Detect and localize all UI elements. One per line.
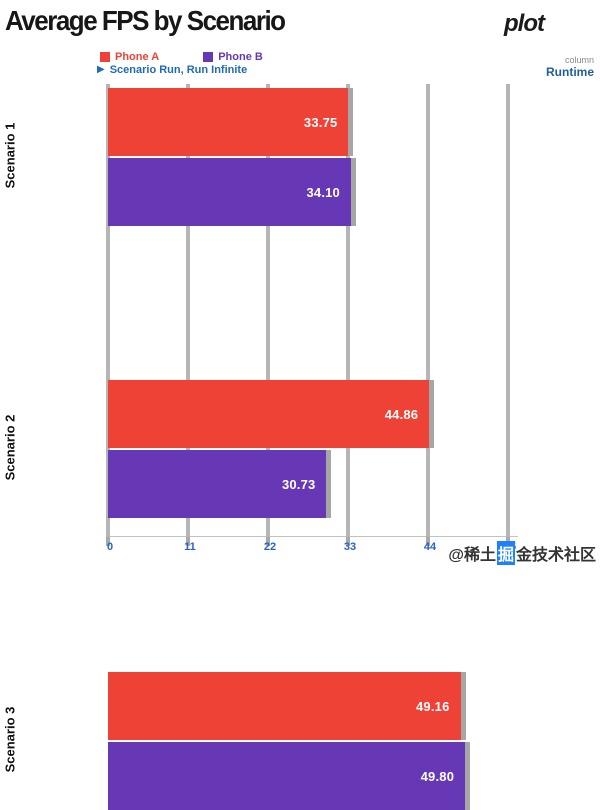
gridline-x-22 <box>266 84 270 537</box>
gridline-x-0 <box>106 84 110 537</box>
meta-value: Runtime <box>546 65 594 79</box>
corner-label: plot <box>504 10 545 37</box>
legend-swatch-purple <box>203 52 214 62</box>
legend-swatch-red <box>100 52 110 62</box>
x-tick-label-0: 0 <box>106 541 114 553</box>
legend-label-series-2: Phone B <box>218 51 263 63</box>
legend-subtitle: ▶ Scenario Run, Run Infinite <box>97 64 247 76</box>
watermark-highlight: 掘 <box>496 541 515 565</box>
x-tick-44 <box>426 537 430 546</box>
bar-value-label: 34.10 <box>306 184 340 200</box>
bar-value-label: 30.73 <box>281 476 316 492</box>
x-tick-11 <box>186 537 190 546</box>
x-tick-0 <box>106 537 110 546</box>
meta-caption: column <box>564 55 594 65</box>
x-axis-line <box>106 536 518 537</box>
category-label-2: Scenario 2 <box>2 414 18 481</box>
bar-phone-b-1[interactable]: 34.10 <box>108 158 356 226</box>
gridline-x-44 <box>426 84 430 537</box>
bar-value-label: 44.86 <box>384 406 419 422</box>
bar-phone-b-2[interactable]: 30.73 <box>108 450 332 518</box>
play-triangle-icon: ▶ <box>97 64 105 75</box>
bar-value-label: 49.80 <box>420 768 455 784</box>
legend: Phone A Phone B <box>100 51 301 63</box>
gridline-x-33 <box>346 84 350 537</box>
chart-title: Average FPS by Scenario <box>5 3 286 37</box>
gridline-x-55 <box>506 84 510 537</box>
x-tick-33 <box>346 537 350 546</box>
legend-item-series-2[interactable]: Phone B <box>203 51 263 63</box>
gridline-x-11 <box>186 84 190 537</box>
bar-phone-a-1[interactable]: 33.75 <box>108 88 354 156</box>
bar-phone-a-2[interactable]: 44.86 <box>108 380 435 448</box>
bar-value-label: 49.16 <box>415 698 450 714</box>
legend-label-series-1: Phone A <box>115 51 160 63</box>
bar-phone-a-3[interactable]: 49.16 <box>108 672 466 740</box>
category-label-3: Scenario 3 <box>2 706 18 773</box>
x-tick-label-22: 22 <box>263 541 277 553</box>
category-label-1: Scenario 1 <box>2 122 18 189</box>
legend-subtitle-label: Scenario Run, Run Infinite <box>109 64 248 76</box>
x-tick-label-44: 44 <box>423 541 437 553</box>
watermark-prefix: @稀土 <box>448 547 496 564</box>
bar-phone-b-3[interactable]: 49.80 <box>108 742 471 810</box>
x-tick-label-11: 11 <box>184 541 196 553</box>
bar-value-label: 33.75 <box>303 114 338 130</box>
watermark: @稀土 掘 金技术社区 <box>448 541 596 565</box>
x-tick-22 <box>266 537 270 546</box>
legend-item-series-1[interactable]: Phone A <box>100 51 159 63</box>
meta-block: column Runtime <box>546 55 594 79</box>
watermark-suffix: 金技术社区 <box>515 547 596 564</box>
x-tick-label-33: 33 <box>343 541 357 553</box>
